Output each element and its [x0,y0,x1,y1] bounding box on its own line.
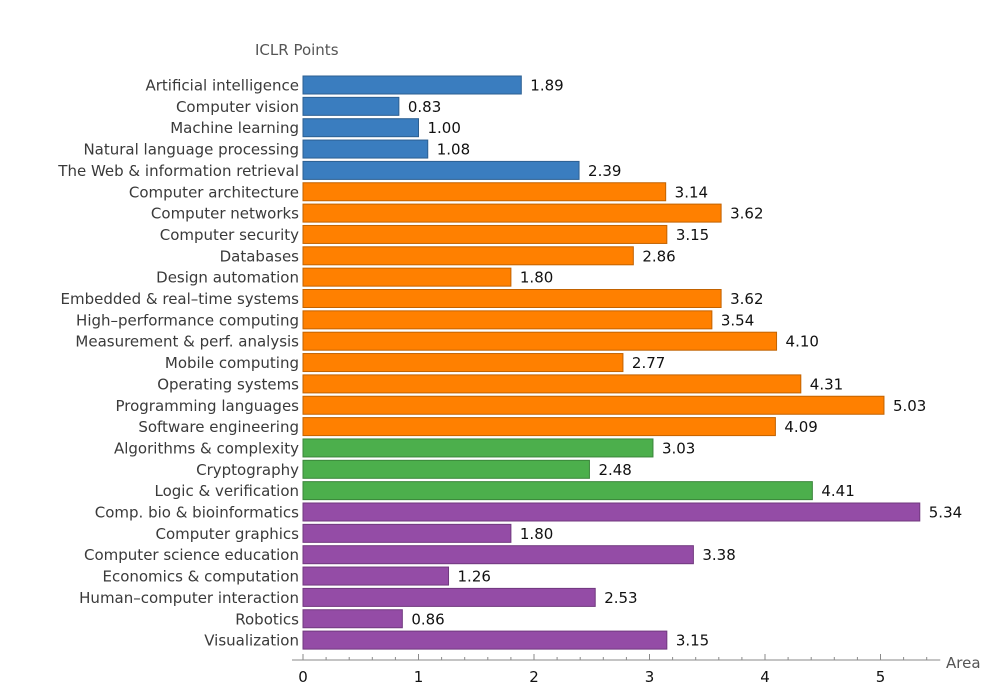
value-label: 1.26 [458,568,491,586]
bar [302,545,694,565]
value-label: 4.09 [784,418,817,436]
category-label: High–performance computing [76,311,299,329]
x-axis-title: Area [946,654,981,672]
bar [302,438,654,458]
bar [302,331,778,351]
bar [302,630,668,650]
bar [302,160,580,180]
value-label: 1.00 [428,119,461,137]
category-label: Design automation [156,269,299,287]
value-label: 1.08 [437,141,470,159]
value-label: 2.53 [604,589,637,607]
category-label: Machine learning [170,119,299,137]
value-label: 1.89 [530,77,563,95]
value-label: 3.15 [676,632,709,650]
bar [302,182,667,202]
bar [302,417,776,437]
category-label: Natural language processing [83,141,299,159]
category-label: Operating systems [157,375,299,393]
value-label: 2.39 [588,162,621,180]
value-label: 4.41 [821,482,854,500]
category-label: Computer graphics [156,525,300,543]
bar [302,395,885,415]
x-tick-label: 2 [529,668,539,686]
value-label: 4.31 [810,375,843,393]
value-label: 3.38 [702,546,735,564]
x-tick-label: 4 [760,668,770,686]
category-label: Robotics [235,610,299,628]
category-label: Comp. bio & bioinformatics [95,504,299,522]
category-label: Artificial intelligence [146,77,300,95]
value-label: 5.03 [893,397,926,415]
category-label: Algorithms & complexity [114,439,299,457]
value-label: 3.03 [662,439,695,457]
value-label: 3.54 [721,311,754,329]
category-label: Programming languages [115,397,299,415]
value-label: 0.86 [411,610,444,628]
category-label: Economics & computation [102,568,299,586]
x-tick-label: 5 [876,668,886,686]
category-label: Embedded & real–time systems [61,290,300,308]
category-label: Human–computer interaction [79,589,299,607]
bar [302,310,713,330]
bar [302,267,512,287]
value-label: 3.62 [730,205,763,223]
value-label: 3.15 [676,226,709,244]
bar [302,139,429,159]
bar [302,566,450,586]
x-tick-label: 3 [645,668,655,686]
category-label: Databases [220,247,300,265]
value-label: 1.80 [520,525,553,543]
value-label: 2.86 [642,247,675,265]
category-label: Visualization [204,632,299,650]
value-label: 2.77 [632,354,665,372]
category-label: Computer architecture [129,183,299,201]
y-axis-title: ICLR Points [255,41,339,59]
value-label: 0.83 [408,98,441,116]
bar [302,374,802,394]
category-label: Mobile computing [165,354,299,372]
value-label: 3.62 [730,290,763,308]
value-label: 3.14 [675,183,708,201]
bar [302,224,668,244]
bar [302,353,624,373]
category-label: Computer science education [84,546,299,564]
bar [302,246,634,266]
bar [302,609,403,629]
bar [302,96,400,116]
bar [302,587,596,607]
category-label: Computer vision [176,98,299,116]
category-label: Software engineering [138,418,299,436]
bar [302,502,921,522]
value-label: 2.48 [598,461,631,479]
bar [302,523,512,543]
bar [302,118,419,138]
bars-group: Artificial intelligence 1.89 Computer visi… [57,75,962,650]
x-tick-label: 0 [298,668,308,686]
category-label: The Web & information retrieval [57,162,299,180]
bar [302,289,722,308]
x-axis: 0 1 2 3 4 5 [292,654,941,686]
value-label: 5.34 [929,504,962,522]
bar [302,203,722,223]
x-tick-label: 1 [414,668,424,686]
category-label: Computer security [160,226,299,244]
category-label: Measurement & perf. analysis [75,333,299,351]
category-label: Computer networks [151,205,299,223]
bar [302,75,522,95]
category-label: Cryptography [196,461,299,479]
bar [302,459,590,479]
bar [302,481,813,501]
value-label: 4.10 [786,333,819,351]
category-label: Logic & verification [155,482,300,500]
value-label: 1.80 [520,269,553,287]
